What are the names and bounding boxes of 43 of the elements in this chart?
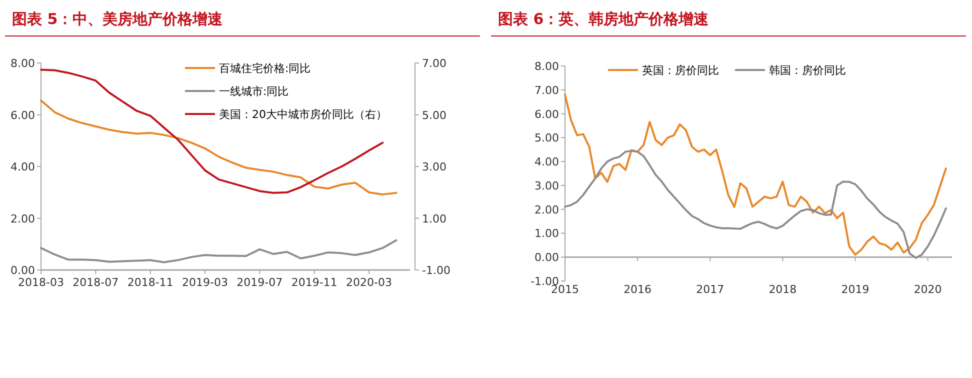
x-tick-label: 2020 [914, 283, 942, 296]
line-series [40, 100, 398, 196]
x-tick-label: 2019-03 [182, 276, 228, 289]
line-series [40, 239, 398, 264]
x-tick-label: 2016 [624, 283, 652, 296]
y-tick-label: 8.00 [10, 57, 35, 70]
y-tick-label: 0.00 [10, 264, 35, 277]
y2-tick-label: -1.00 [422, 264, 450, 277]
y-tick-label: 0.00 [534, 251, 559, 264]
line-series [564, 150, 947, 259]
y-tick-label: 7.00 [534, 84, 559, 97]
x-tick-label: 2018-07 [72, 276, 119, 289]
y2-tick-label: 3.00 [422, 160, 446, 174]
x-tick-label: 2019 [841, 283, 870, 296]
legend-label: 英国：房价同比 [642, 64, 719, 77]
x-tick-label: 2020-03 [346, 276, 392, 289]
x-tick-label: 2019-07 [236, 276, 283, 289]
y-tick-label: 5.00 [534, 132, 559, 145]
x-tick-label: 2017 [696, 283, 724, 296]
line-series [564, 94, 947, 256]
x-tick-label: 2018 [768, 283, 797, 296]
legend-label: 美国：20大中城市房价同比（右） [219, 108, 387, 121]
legend-label: 百城住宅价格:同比 [219, 62, 311, 75]
x-tick-label: 2018-11 [127, 276, 174, 289]
chart-title: 图表 6：英、韩房地产价格增速 [498, 10, 710, 28]
y-tick-label: 8.00 [534, 60, 559, 73]
y-tick-label: 4.00 [534, 156, 559, 169]
y2-tick-label: 1.00 [422, 212, 446, 226]
x-tick-label: 2015 [551, 283, 579, 296]
legend-label: 韩国：房价同比 [769, 64, 846, 77]
chart-title: 图表 5：中、美房地产价格增速 [12, 10, 224, 28]
y-tick-label: 1.00 [534, 227, 559, 240]
legend-label: 一线城市:同比 [219, 85, 289, 98]
y-tick-label: 2.00 [534, 203, 559, 216]
x-tick-label: 2018-03 [18, 276, 64, 289]
y2-tick-label: 5.00 [422, 108, 446, 122]
y-tick-label: 4.00 [10, 160, 35, 174]
y-tick-label: 2.00 [10, 212, 35, 226]
y-tick-label: 3.00 [534, 179, 559, 192]
y-tick-label: 6.00 [10, 108, 35, 122]
y-tick-label: 6.00 [534, 108, 559, 121]
y2-tick-label: 7.00 [422, 57, 446, 70]
x-tick-label: 2019-11 [291, 276, 338, 289]
